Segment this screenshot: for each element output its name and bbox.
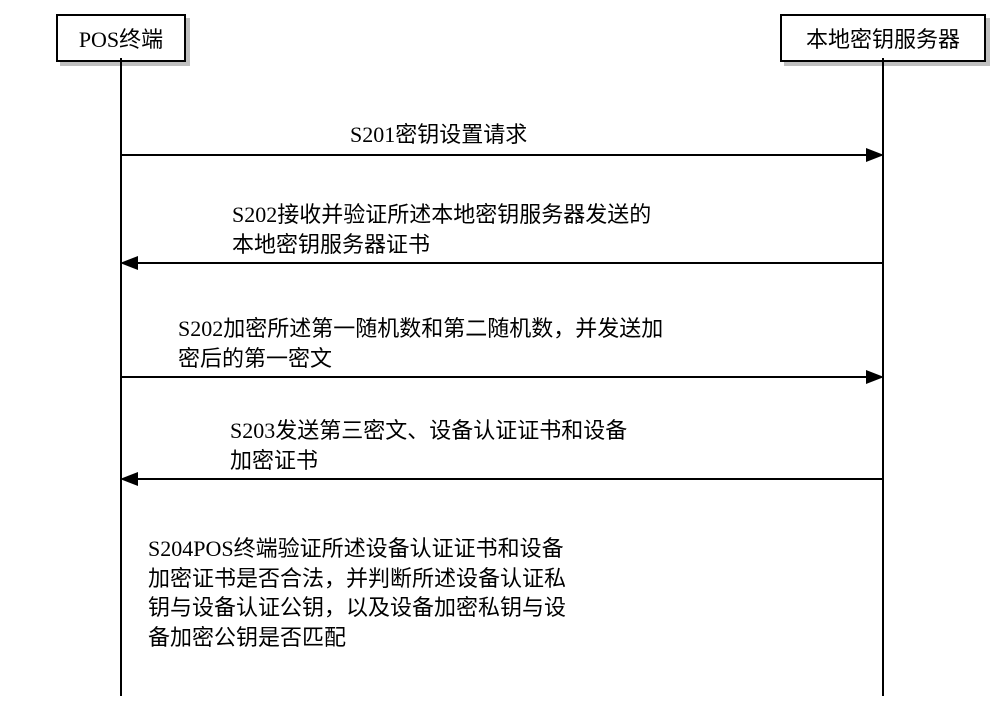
msg-s202b-label: S202加密所述第一随机数和第二随机数，并发送加 密后的第一密文 — [178, 314, 663, 373]
msg-s201-arrow-line — [122, 154, 866, 156]
participant-left-box: POS终端 — [56, 14, 186, 62]
msg-s204-label: S204POS终端验证所述设备认证证书和设备 加密证书是否合法，并判断所述设备认… — [148, 534, 566, 653]
participant-right-box: 本地密钥服务器 — [780, 14, 986, 62]
msg-s202a-line0: S202接收并验证所述本地密钥服务器发送的 — [232, 200, 651, 230]
msg-s202b-arrow-head — [866, 370, 884, 384]
msg-s201-label: S201密钥设置请求 — [350, 120, 527, 150]
msg-s202b-line1: 密后的第一密文 — [178, 344, 663, 374]
msg-s203-label: S203发送第三密文、设备认证证书和设备 加密证书 — [230, 416, 627, 475]
msg-s204-line0: S204POS终端验证所述设备认证证书和设备 — [148, 534, 566, 564]
msg-s204-line2: 钥与设备认证公钥，以及设备加密私钥与设 — [148, 593, 566, 623]
participant-right-label: 本地密钥服务器 — [806, 27, 960, 52]
msg-s203-line0: S203发送第三密文、设备认证证书和设备 — [230, 416, 627, 446]
msg-s202a-line1: 本地密钥服务器证书 — [232, 230, 651, 260]
msg-s203-arrow-head — [120, 472, 138, 486]
msg-s202a-arrow-line — [138, 262, 882, 264]
msg-s203-arrow-line — [138, 478, 882, 480]
msg-s202b-arrow-line — [122, 376, 866, 378]
msg-s202a-label: S202接收并验证所述本地密钥服务器发送的 本地密钥服务器证书 — [232, 200, 651, 259]
msg-s201-line0: S201密钥设置请求 — [350, 120, 527, 150]
msg-s202a-arrow-head — [120, 256, 138, 270]
msg-s203-line1: 加密证书 — [230, 446, 627, 476]
participant-left-label: POS终端 — [79, 27, 163, 52]
msg-s201-arrow-head — [866, 148, 884, 162]
msg-s204-line1: 加密证书是否合法，并判断所述设备认证私 — [148, 564, 566, 594]
msg-s204-line3: 备加密公钥是否匹配 — [148, 623, 566, 653]
msg-s202b-line0: S202加密所述第一随机数和第二随机数，并发送加 — [178, 314, 663, 344]
